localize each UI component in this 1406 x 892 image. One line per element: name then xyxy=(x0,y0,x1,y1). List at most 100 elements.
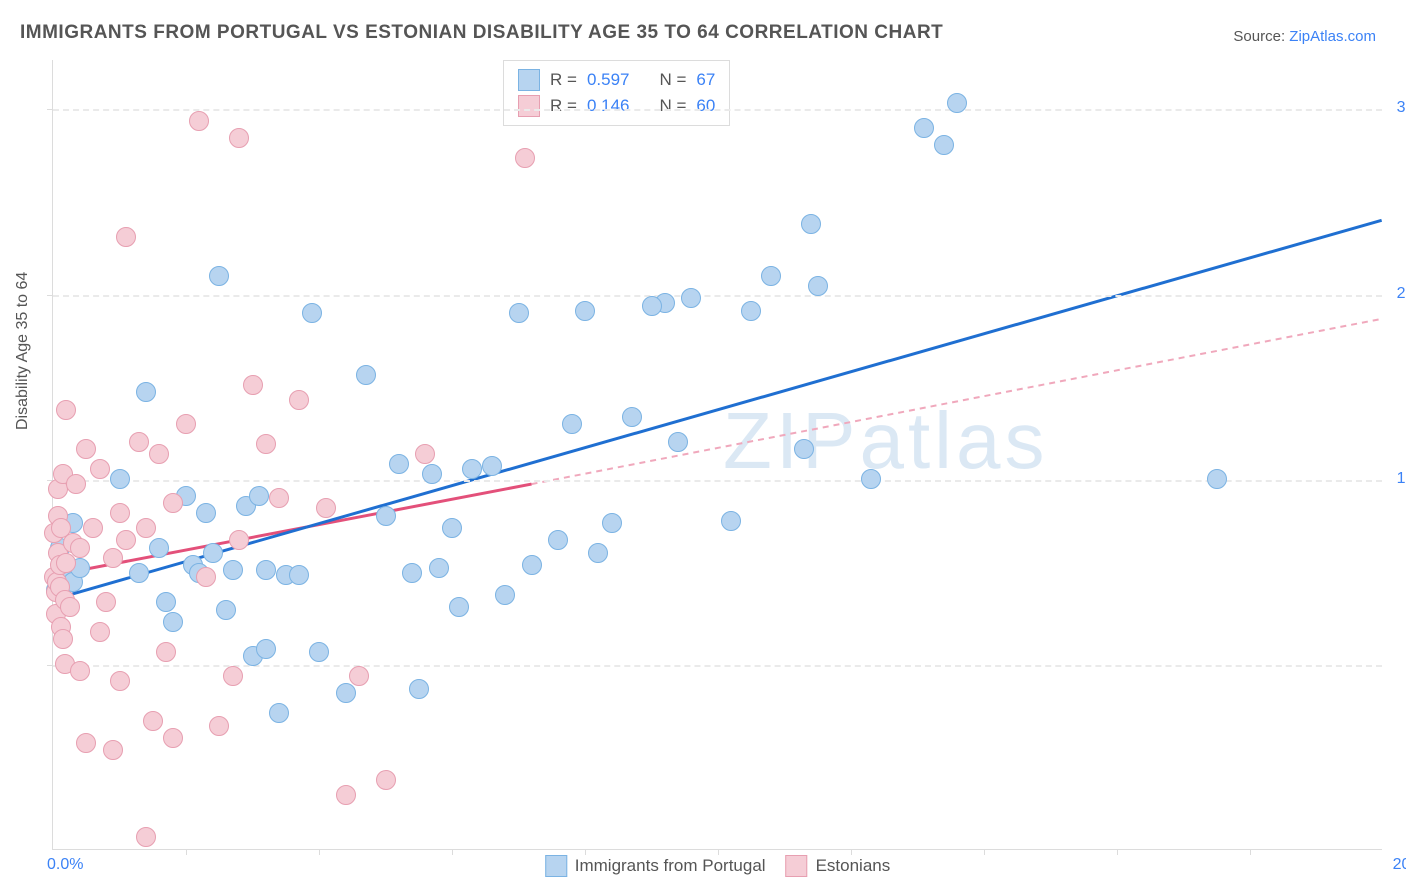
stats-legend-row: R = 0.597 N = 67 xyxy=(518,67,715,93)
scatter-point xyxy=(336,683,356,703)
scatter-point xyxy=(229,530,249,550)
scatter-point xyxy=(914,118,934,138)
scatter-point xyxy=(156,592,176,612)
y-tick-label: 15.0% xyxy=(1397,470,1406,488)
scatter-point xyxy=(376,506,396,526)
scatter-point xyxy=(409,679,429,699)
legend-swatch xyxy=(518,69,540,91)
series-legend: Immigrants from Portugal Estonians xyxy=(545,855,891,877)
trendline xyxy=(532,319,1382,484)
scatter-point xyxy=(269,703,289,723)
scatter-point xyxy=(203,543,223,563)
scatter-point xyxy=(462,459,482,479)
scatter-point xyxy=(129,563,149,583)
scatter-point xyxy=(256,560,276,580)
n-value: 67 xyxy=(696,70,715,90)
scatter-point xyxy=(136,827,156,847)
y-tick-label: 22.5% xyxy=(1397,285,1406,303)
scatter-point xyxy=(136,518,156,538)
scatter-point xyxy=(56,400,76,420)
scatter-point xyxy=(316,498,336,518)
scatter-point xyxy=(515,148,535,168)
scatter-point xyxy=(449,597,469,617)
scatter-point xyxy=(256,434,276,454)
scatter-point xyxy=(209,266,229,286)
scatter-point xyxy=(947,93,967,113)
scatter-point xyxy=(163,728,183,748)
scatter-point xyxy=(76,733,96,753)
scatter-point xyxy=(522,555,542,575)
scatter-point xyxy=(269,488,289,508)
scatter-point xyxy=(110,469,130,489)
scatter-point xyxy=(70,538,90,558)
stats-legend-row: R =0.146N =60 xyxy=(518,93,715,119)
scatter-point xyxy=(509,303,529,323)
scatter-point xyxy=(681,288,701,308)
legend-label: Estonians xyxy=(816,856,891,876)
r-label: R = xyxy=(550,70,577,90)
scatter-point xyxy=(163,493,183,513)
legend-item: Estonians xyxy=(786,855,891,877)
scatter-point xyxy=(249,486,269,506)
plot-area: ZIPatlas R =0.597N =67R =0.146N =60 Immi… xyxy=(52,60,1382,850)
scatter-point xyxy=(256,639,276,659)
scatter-point xyxy=(349,666,369,686)
scatter-point xyxy=(495,585,515,605)
scatter-point xyxy=(548,530,568,550)
scatter-point xyxy=(110,671,130,691)
legend-swatch xyxy=(518,95,540,117)
legend-item: Immigrants from Portugal xyxy=(545,855,766,877)
scatter-point xyxy=(223,666,243,686)
x-tick-mark xyxy=(452,849,453,855)
scatter-point xyxy=(562,414,582,434)
source-attribution: Source: ZipAtlas.com xyxy=(1233,28,1376,45)
trendlines-svg xyxy=(53,60,1382,849)
y-tick-label: 30.0% xyxy=(1397,99,1406,117)
source-link[interactable]: ZipAtlas.com xyxy=(1289,28,1376,45)
scatter-point xyxy=(143,711,163,731)
scatter-point xyxy=(209,716,229,736)
scatter-point xyxy=(149,538,169,558)
scatter-point xyxy=(721,511,741,531)
scatter-point xyxy=(336,785,356,805)
n-label: N = xyxy=(659,70,686,90)
trendline xyxy=(60,220,1382,597)
scatter-point xyxy=(76,439,96,459)
x-tick-mark xyxy=(186,849,187,855)
scatter-point xyxy=(149,444,169,464)
source-label: Source: xyxy=(1233,28,1285,45)
x-tick-mark xyxy=(984,849,985,855)
scatter-point xyxy=(309,642,329,662)
n-label: N = xyxy=(659,96,686,116)
x-tick-label-right: 20.0% xyxy=(1393,856,1406,874)
x-tick-mark xyxy=(851,849,852,855)
scatter-point xyxy=(302,303,322,323)
scatter-point xyxy=(196,503,216,523)
scatter-point xyxy=(389,454,409,474)
chart-title: IMMIGRANTS FROM PORTUGAL VS ESTONIAN DIS… xyxy=(20,22,943,44)
scatter-point xyxy=(429,558,449,578)
x-tick-mark xyxy=(1117,849,1118,855)
scatter-point xyxy=(216,600,236,620)
scatter-point xyxy=(588,543,608,563)
scatter-point xyxy=(482,456,502,476)
scatter-point xyxy=(66,474,86,494)
r-label: R = xyxy=(550,96,577,116)
r-value: 0.146 xyxy=(587,96,630,116)
scatter-point xyxy=(163,612,183,632)
r-value: 0.597 xyxy=(587,70,630,90)
scatter-point xyxy=(602,513,622,533)
scatter-point xyxy=(442,518,462,538)
scatter-point xyxy=(415,444,435,464)
y-tick-mark xyxy=(47,665,53,666)
scatter-point xyxy=(176,414,196,434)
scatter-point xyxy=(196,567,216,587)
scatter-point xyxy=(189,111,209,131)
scatter-point xyxy=(83,518,103,538)
scatter-point xyxy=(289,390,309,410)
scatter-point xyxy=(356,365,376,385)
legend-label: Immigrants from Portugal xyxy=(575,856,766,876)
stats-legend: R =0.597N =67R =0.146N =60 xyxy=(503,60,730,126)
scatter-point xyxy=(794,439,814,459)
scatter-point xyxy=(808,276,828,296)
